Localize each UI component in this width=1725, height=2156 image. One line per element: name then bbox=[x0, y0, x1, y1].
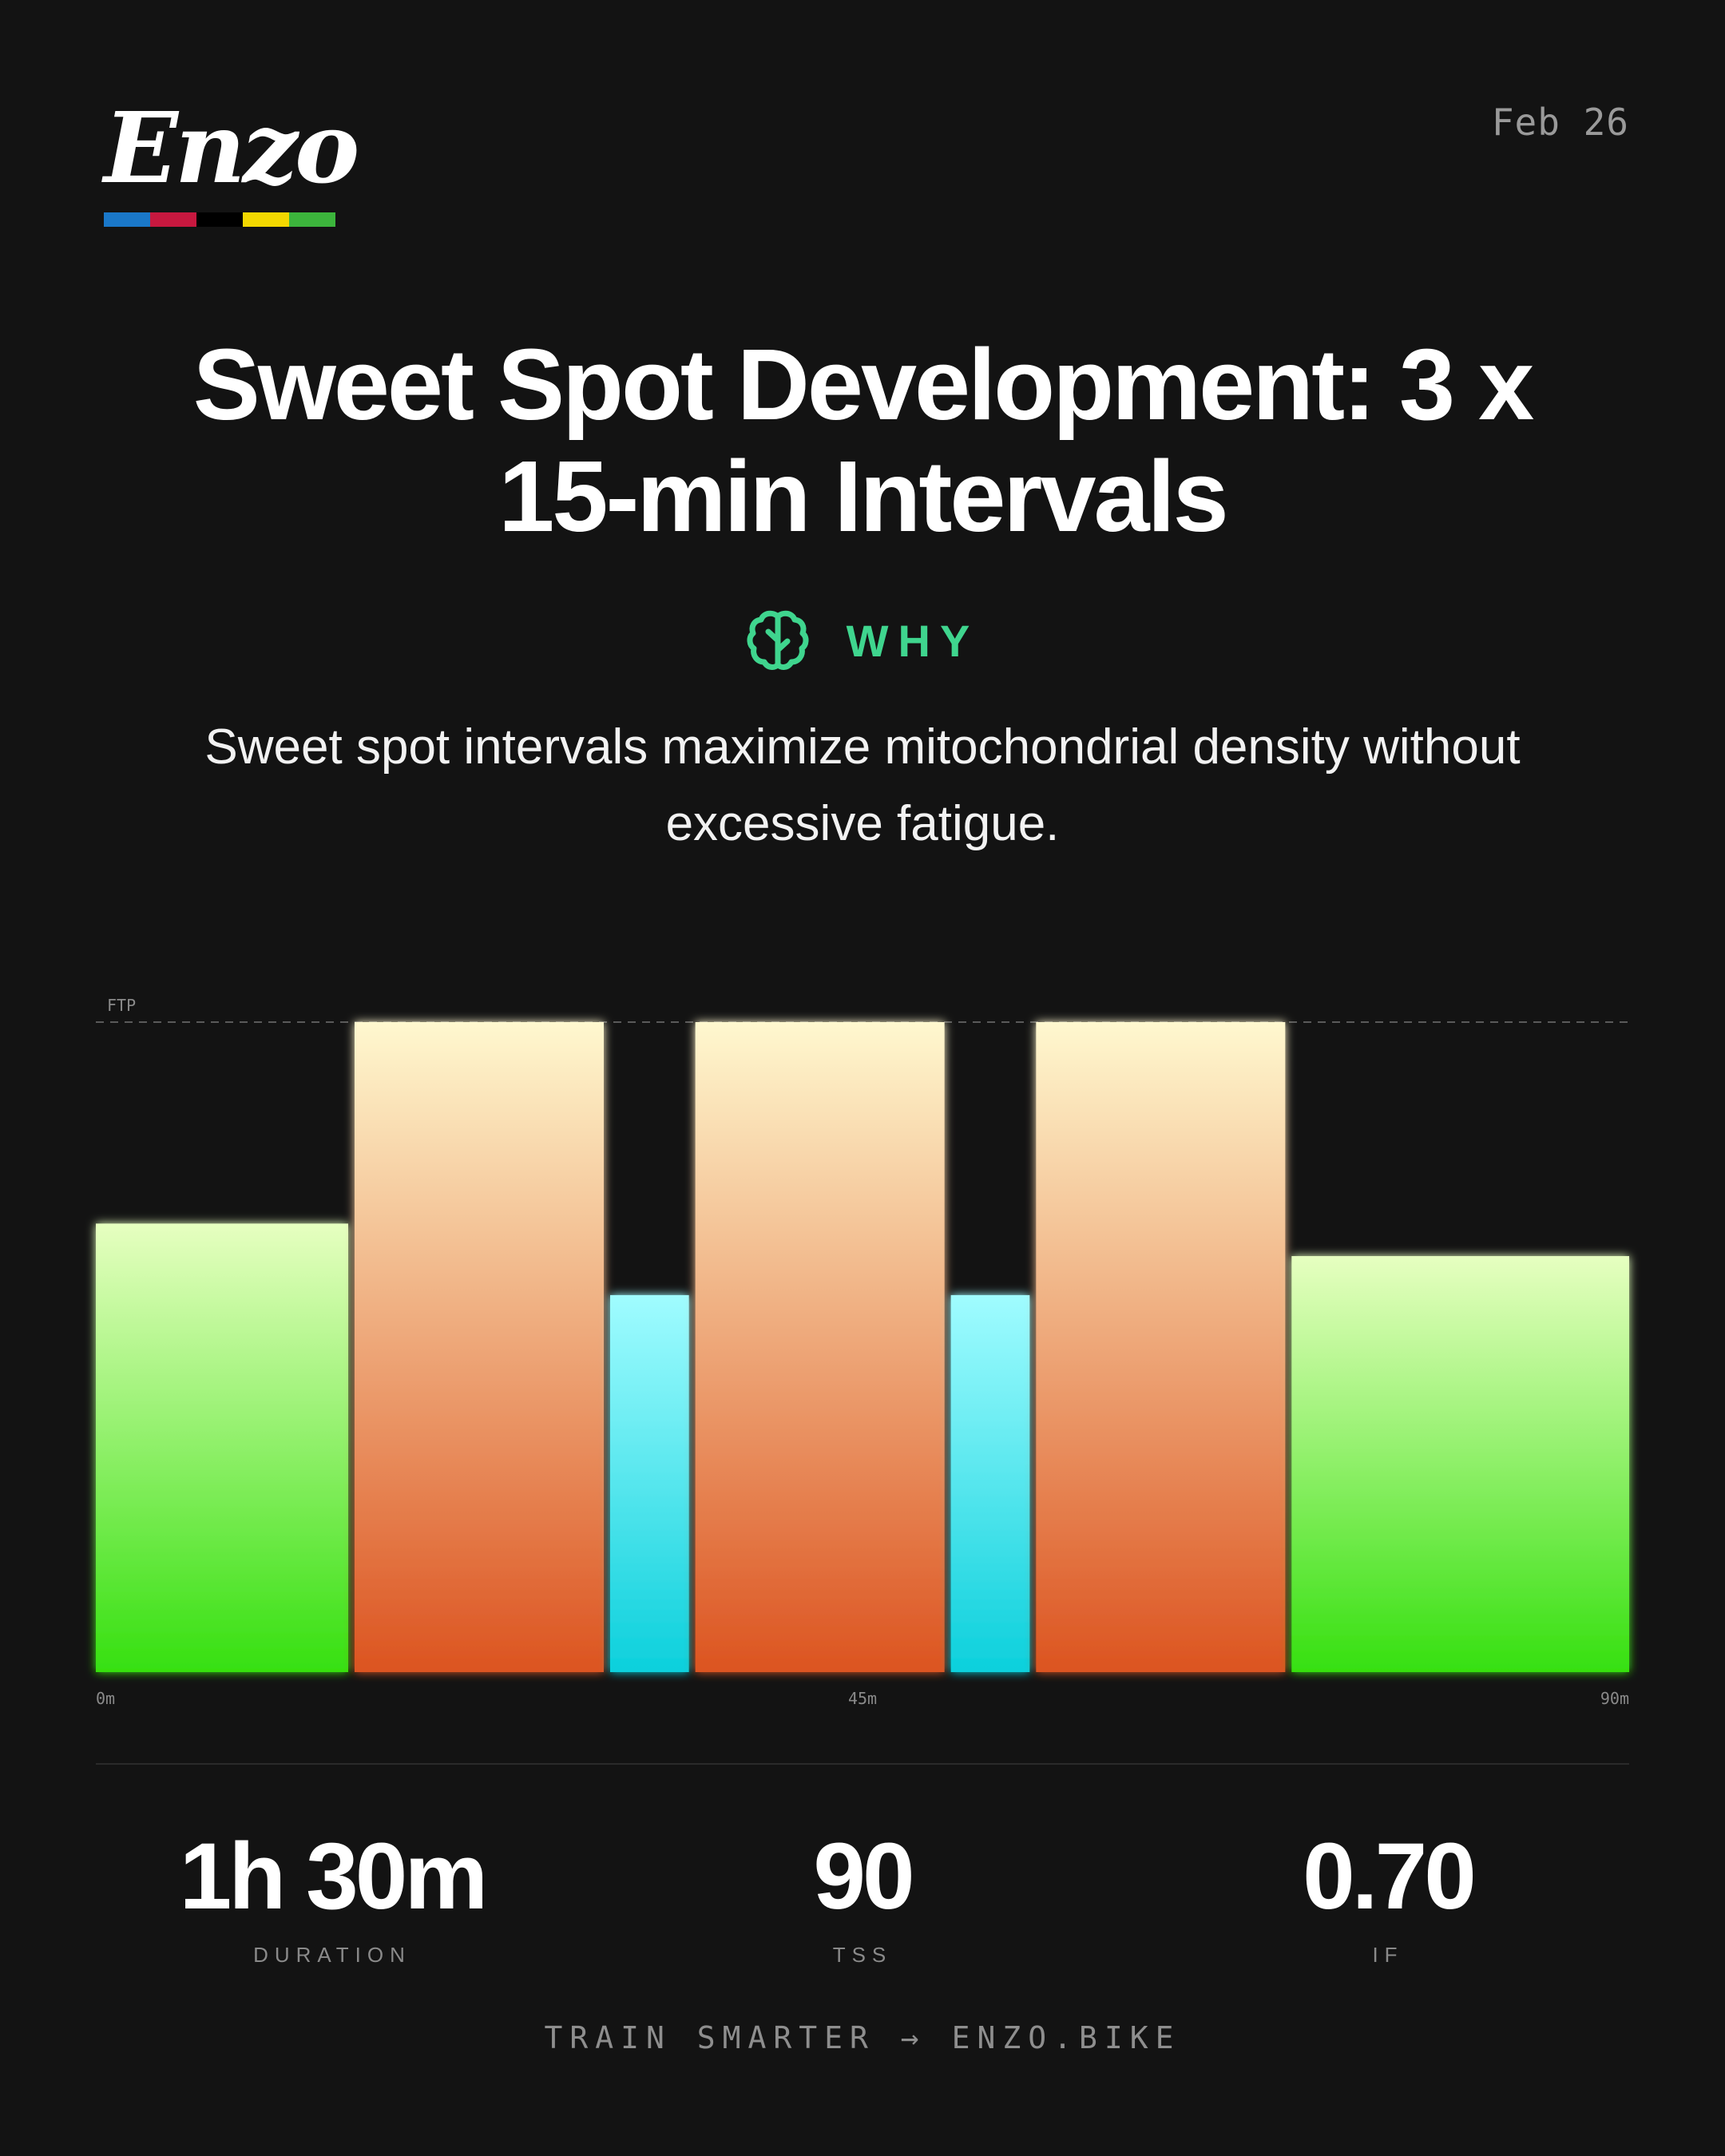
why-label: WHY bbox=[846, 615, 980, 666]
chart-bars bbox=[96, 1022, 1629, 1672]
workout-date: Feb 26 bbox=[1491, 101, 1629, 144]
x-tick-label: 45m bbox=[848, 1689, 877, 1708]
why-heading: WHY bbox=[0, 608, 1725, 672]
workout-power-chart: FTP 0m 45m 90m bbox=[96, 996, 1629, 1708]
brain-icon bbox=[747, 610, 809, 670]
logo-wordmark: Enzo bbox=[104, 90, 359, 205]
interval-bar-recovery bbox=[610, 1294, 689, 1672]
footer-cta[interactable]: TRAIN SMARTER → ENZO.BIKE bbox=[544, 2020, 1181, 2055]
stat-label: DURATION bbox=[253, 1943, 411, 1967]
interval-bar-endurance bbox=[1291, 1256, 1629, 1672]
stat-value: 0.70 bbox=[1303, 1824, 1477, 1929]
interval-bar-recovery bbox=[950, 1294, 1030, 1672]
workout-title: Sweet Spot Development: 3 x 15-min Inter… bbox=[192, 328, 1534, 553]
stripe-segment-red bbox=[150, 212, 196, 227]
x-tick-label: 90m bbox=[1600, 1689, 1629, 1708]
x-tick-label: 0m bbox=[96, 1689, 115, 1708]
stat-value: 1h 30m bbox=[179, 1824, 489, 1929]
why-description: Sweet spot intervals maximize mitochondr… bbox=[204, 719, 1521, 851]
interval-bar-sweet-spot bbox=[695, 1022, 945, 1672]
brand-logo: Enzo bbox=[104, 96, 359, 232]
brand-color-stripe bbox=[104, 212, 335, 227]
interval-bar-endurance bbox=[96, 1223, 348, 1672]
ftp-label: FTP bbox=[107, 996, 136, 1015]
stat-label: IF bbox=[1372, 1943, 1404, 1967]
stat-label: TSS bbox=[832, 1943, 893, 1967]
section-divider bbox=[96, 1763, 1629, 1765]
stat-tss: 90 TSS bbox=[655, 1825, 1070, 1968]
interval-bar-sweet-spot bbox=[355, 1022, 604, 1672]
stat-if: 0.70 IF bbox=[1180, 1825, 1596, 1968]
stripe-segment-black bbox=[196, 212, 243, 227]
stat-duration: 1h 30m DURATION bbox=[125, 1825, 540, 1968]
stripe-segment-blue bbox=[104, 212, 150, 227]
interval-bar-sweet-spot bbox=[1036, 1022, 1286, 1672]
stat-value: 90 bbox=[813, 1824, 914, 1929]
stripe-segment-yellow bbox=[243, 212, 289, 227]
stripe-segment-green bbox=[289, 212, 335, 227]
